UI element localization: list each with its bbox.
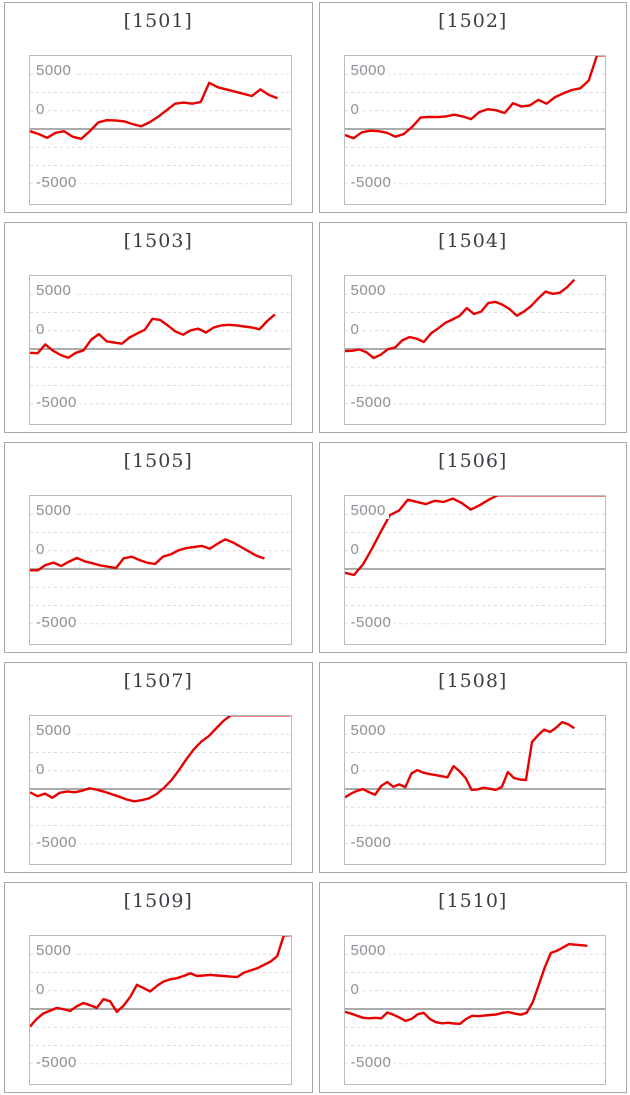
payout-line	[30, 936, 291, 1028]
payout-line	[344, 942, 587, 1026]
y-tick-neg5000: -5000	[35, 175, 80, 191]
y-tick-5000: 5000	[35, 723, 75, 739]
chart-title: [1506]	[438, 450, 508, 472]
charts-grid: [1501] 5000 0 -5000 [1502] 5000 0 -5000 …	[4, 2, 627, 1093]
payout-line	[344, 278, 575, 360]
y-tick-0: 0	[35, 102, 48, 118]
y-tick-5000: 5000	[35, 63, 75, 79]
plot-area: 5000 0 -5000	[343, 55, 606, 205]
machine-chart-cell[interactable]: [1503] 5000 0 -5000	[4, 222, 313, 433]
machine-chart-cell[interactable]: [1508] 5000 0 -5000	[318, 662, 627, 873]
chart-title: [1504]	[438, 230, 508, 252]
plot-area: 5000 0 -5000	[343, 275, 606, 425]
payout-line	[344, 720, 575, 799]
y-tick-5000: 5000	[35, 503, 75, 519]
plot-area: 5000 0 -5000	[343, 495, 606, 645]
y-tick-neg5000: -5000	[35, 395, 80, 411]
y-tick-0: 0	[349, 322, 363, 338]
payout-line	[30, 81, 278, 141]
y-tick-5000: 5000	[349, 503, 389, 519]
chart-title: [1502]	[438, 10, 508, 32]
machine-chart-cell[interactable]: [1502] 5000 0 -5000	[318, 2, 627, 213]
machine-chart-cell[interactable]: [1510] 5000 0 -5000	[318, 882, 627, 1093]
plot-area: 5000 0 -5000	[29, 495, 292, 645]
chart-title: [1508]	[438, 670, 508, 692]
plot-area: 5000 0 -5000	[29, 55, 292, 205]
machine-chart-cell[interactable]: [1501] 5000 0 -5000	[4, 2, 313, 213]
y-tick-5000: 5000	[349, 723, 389, 739]
y-tick-neg5000: -5000	[349, 615, 395, 631]
y-tick-5000: 5000	[349, 283, 389, 299]
y-tick-5000: 5000	[35, 943, 75, 959]
y-tick-neg5000: -5000	[349, 1055, 395, 1071]
machine-chart-cell[interactable]: [1504] 5000 0 -5000	[318, 222, 627, 433]
y-tick-0: 0	[349, 102, 363, 118]
plot-area: 5000 0 -5000	[29, 715, 292, 865]
y-tick-neg5000: -5000	[35, 1055, 80, 1071]
y-tick-0: 0	[35, 542, 48, 558]
plot-area: 5000 0 -5000	[29, 935, 292, 1085]
y-tick-5000: 5000	[349, 63, 389, 79]
y-tick-0: 0	[349, 982, 363, 998]
chart-title: [1509]	[123, 890, 193, 912]
payout-line	[30, 313, 276, 360]
payout-line	[344, 56, 605, 140]
y-tick-neg5000: -5000	[35, 835, 80, 851]
y-tick-0: 0	[349, 762, 363, 778]
y-tick-0: 0	[35, 982, 48, 998]
y-tick-0: 0	[35, 322, 48, 338]
y-tick-0: 0	[349, 542, 363, 558]
chart-title: [1503]	[123, 230, 193, 252]
chart-title: [1501]	[123, 10, 193, 32]
y-tick-0: 0	[35, 762, 48, 778]
y-tick-5000: 5000	[349, 943, 389, 959]
payout-line	[30, 716, 291, 803]
y-tick-5000: 5000	[35, 283, 75, 299]
plot-area: 5000 0 -5000	[343, 935, 606, 1085]
chart-title: [1510]	[438, 890, 508, 912]
machine-chart-cell[interactable]: [1505] 5000 0 -5000	[4, 442, 313, 653]
chart-title: [1505]	[123, 450, 193, 472]
y-tick-neg5000: -5000	[349, 395, 395, 411]
machine-chart-cell[interactable]: [1506] 5000 0 -5000	[318, 442, 627, 653]
machine-chart-cell[interactable]: [1509] 5000 0 -5000	[4, 882, 313, 1093]
plot-area: 5000 0 -5000	[29, 275, 292, 425]
y-tick-neg5000: -5000	[349, 835, 395, 851]
chart-title: [1507]	[123, 670, 193, 692]
y-tick-neg5000: -5000	[35, 615, 80, 631]
plot-area: 5000 0 -5000	[343, 715, 606, 865]
y-tick-neg5000: -5000	[349, 175, 395, 191]
machine-chart-cell[interactable]: [1507] 5000 0 -5000	[4, 662, 313, 873]
payout-line	[30, 538, 265, 572]
